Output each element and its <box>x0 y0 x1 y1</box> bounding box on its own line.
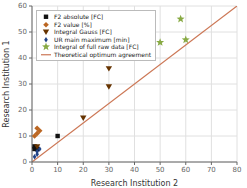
html-text:F2 value [%]: F2 value [%] <box>54 20 92 28</box>
html-text:Integral of full raw data [FC]: Integral of full raw data [FC] <box>54 43 139 50</box>
html-text:UR main maximum [min]: UR main maximum [min] <box>54 35 130 43</box>
html-text:Integral Gauss [FC]: Integral Gauss [FC] <box>54 28 112 35</box>
svg-text:10: 10 <box>53 166 62 174</box>
html-text:Theoretical optimum agreement: Theoretical optimum agreement <box>54 50 152 58</box>
svg-text:30: 30 <box>18 80 27 88</box>
svg-text:50: 50 <box>156 166 165 174</box>
svg-text:40: 40 <box>18 54 27 62</box>
svg-text:30: 30 <box>104 166 113 174</box>
svg-text:60: 60 <box>18 2 27 10</box>
svg-text:0: 0 <box>23 158 27 166</box>
svg-text:80: 80 <box>233 166 239 174</box>
svg-text:70: 70 <box>207 166 216 174</box>
svg-text:60: 60 <box>181 166 190 174</box>
svg-text:20: 20 <box>79 166 88 174</box>
html-text:F2 absolute [FC]: F2 absolute [FC] <box>54 13 104 20</box>
svg-text:10: 10 <box>18 132 27 140</box>
svg-text:40: 40 <box>130 166 139 174</box>
svg-text:20: 20 <box>18 106 27 114</box>
svg-text:Research Institution 1: Research Institution 1 <box>8 40 11 127</box>
svg-text:0: 0 <box>30 166 34 174</box>
svg-text:50: 50 <box>18 28 27 36</box>
svg-text:Research Institution 2: Research Institution 2 <box>91 179 178 188</box>
